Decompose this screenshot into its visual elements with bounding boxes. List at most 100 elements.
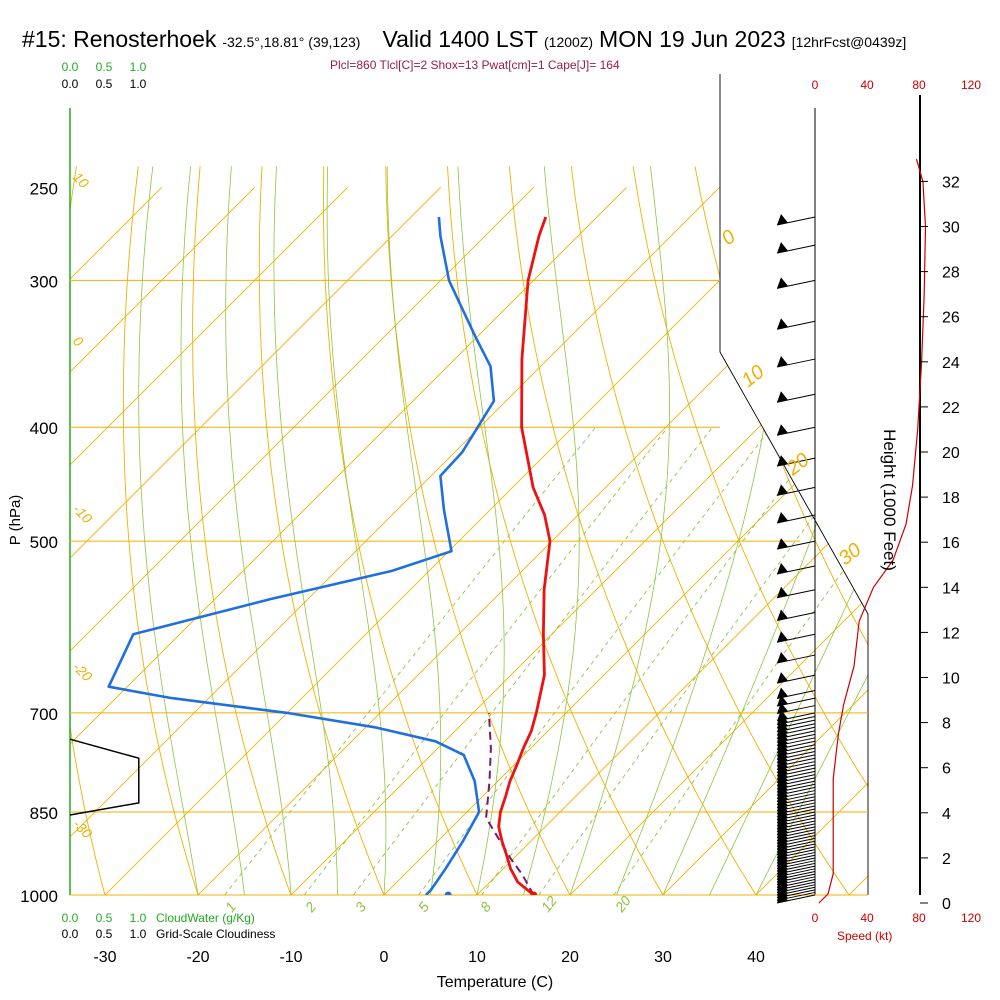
surface-dewpoint-marker [444,891,452,895]
dry-adiabat-line [570,166,867,895]
dewpoint-profile [107,216,496,895]
speed-tick-label-bottom: 80 [912,911,926,925]
speed-tick-label-top: 120 [961,78,981,92]
height-tick-label: 10 [942,671,960,688]
wind-barbs [776,214,816,904]
speed-tick-label-top: 80 [912,78,926,92]
moist-adiabat-line [709,166,868,895]
height-tick-label: 8 [942,716,951,733]
moist-adiabat-line [569,166,670,895]
cloudiness-tick-top: 1.0 [130,77,147,91]
speed-tick-label-top: 40 [860,78,874,92]
height-tick-label: 22 [942,400,960,417]
valid-time: Valid 1400 LST [382,26,539,52]
cloudwater-tick-bottom: 1.0 [130,911,147,925]
wind-barb-flag [777,242,788,254]
height-tick-label: 16 [942,535,960,552]
wind-barb-flag [777,672,788,684]
dry-adiabat-line [447,166,679,895]
wind-barb-flag [777,214,788,226]
sounding-profiles [107,216,552,895]
height-tick-label: 26 [942,310,960,327]
height-tick-label: 20 [942,445,960,462]
pressure-tick-label: 300 [30,272,58,291]
height-axis-label: Height (1000 Feet) [880,429,899,571]
temperature-tick-label: -30 [93,949,116,966]
moist-adiabat-label: 10 [738,361,769,392]
dry-adiabat-line [192,166,301,895]
moist-adiabat-line [662,166,868,895]
isobar-lines [70,279,868,896]
valid-date: MON 19 Jun 2023 [599,26,786,52]
cloudiness-tick-bottom: 0.0 [62,927,79,941]
cloudiness-label: Grid-Scale Cloudiness [156,927,275,941]
wind-barb-flag [777,277,788,289]
chart-title: #15: Renosterhoek -32.5°,18.81° (39,123) V… [22,26,906,53]
height-tick-label: 30 [942,220,960,237]
cloudwater-tick-bottom: 0.5 [96,911,113,925]
parcel-trace [485,712,535,895]
wind-barb-flag [777,356,788,368]
mixing-ratio-label: 12 [538,893,560,915]
height-tick-label: 18 [942,490,960,507]
cloudwater-tick-bottom: 0.0 [62,911,79,925]
temperature-profile [497,216,552,895]
station-coords: -32.5°,18.81° (39,123) [222,34,361,50]
x-axis-label: Temperature (C) [437,974,553,991]
wind-speed-line [818,158,927,904]
height-tick-label: 14 [942,580,960,597]
pressure-tick-label: 500 [30,533,58,552]
wind-barb-flag [777,609,788,621]
moist-adiabat-line [138,166,199,895]
temperature-tick-label: 30 [654,949,672,966]
height-tick-label: 0 [942,896,951,913]
mixing-ratio-line [538,426,868,895]
pressure-tick-label: 850 [30,804,58,823]
cloudiness-tick-bottom: 1.0 [130,927,147,941]
pressure-tick-label: 400 [30,419,58,438]
pressure-tick-label: 700 [30,705,58,724]
moist-adiabat-line [457,166,505,895]
moist-adiabat-line [616,166,781,895]
speed-tick-label-top: 0 [812,78,819,92]
dry-adiabat-label: -10 [70,501,96,527]
wind-barb-flag [777,538,788,550]
mixing-ratio-label: 3 [352,899,370,915]
wind-barb-flag [777,586,788,598]
dry-adiabat-line [122,166,207,895]
pressure-tick-label: 250 [30,179,58,198]
zulu-time: (1200Z) [544,34,594,50]
sounding-stats: Plcl=860 Tlcl[C]=2 Shox=13 Pwat[cm]=1 Ca… [330,58,620,72]
wind-barb-flag [777,318,788,330]
moist-adiabat-label: 0 [718,226,740,250]
wind-barb-flag [777,631,788,643]
temperature-tick-label: -10 [279,949,302,966]
dry-adiabat-label: 0 [70,333,87,350]
temperature-tick-label: 20 [561,949,579,966]
cloudiness-tick-top: 0.0 [62,77,79,91]
surface-temperature-marker [530,891,538,895]
mixing-ratio-label: 5 [415,899,433,915]
cloudwater-tick-top: 1.0 [130,60,147,74]
moist-adiabat-line [180,166,245,895]
moist-adiabat-line [386,166,442,895]
isotherm-line [70,186,256,895]
temperature-tick-label: 10 [468,949,486,966]
mixing-ratio-label: 20 [611,893,634,916]
height-tick-label: 28 [942,265,960,282]
mixing-ratio-label: 8 [477,899,495,915]
wind-barb-flag [777,455,788,467]
dry-adiabat-line [258,166,396,895]
cloudwater-label: CloudWater (g/Kg) [156,911,255,925]
moist-adiabat-label: 30 [835,539,866,570]
wind-speed-profile [818,158,927,904]
height-tick-label: 32 [942,174,960,191]
moist-adiabat-line [523,166,580,895]
wind-barb-flag [777,563,788,575]
wind-barb-flag [777,511,788,523]
dry-adiabat-line [632,166,868,895]
wind-barb-flag [777,702,788,714]
height-tick-label: 12 [942,625,960,642]
height-tick-label: 4 [942,806,951,823]
